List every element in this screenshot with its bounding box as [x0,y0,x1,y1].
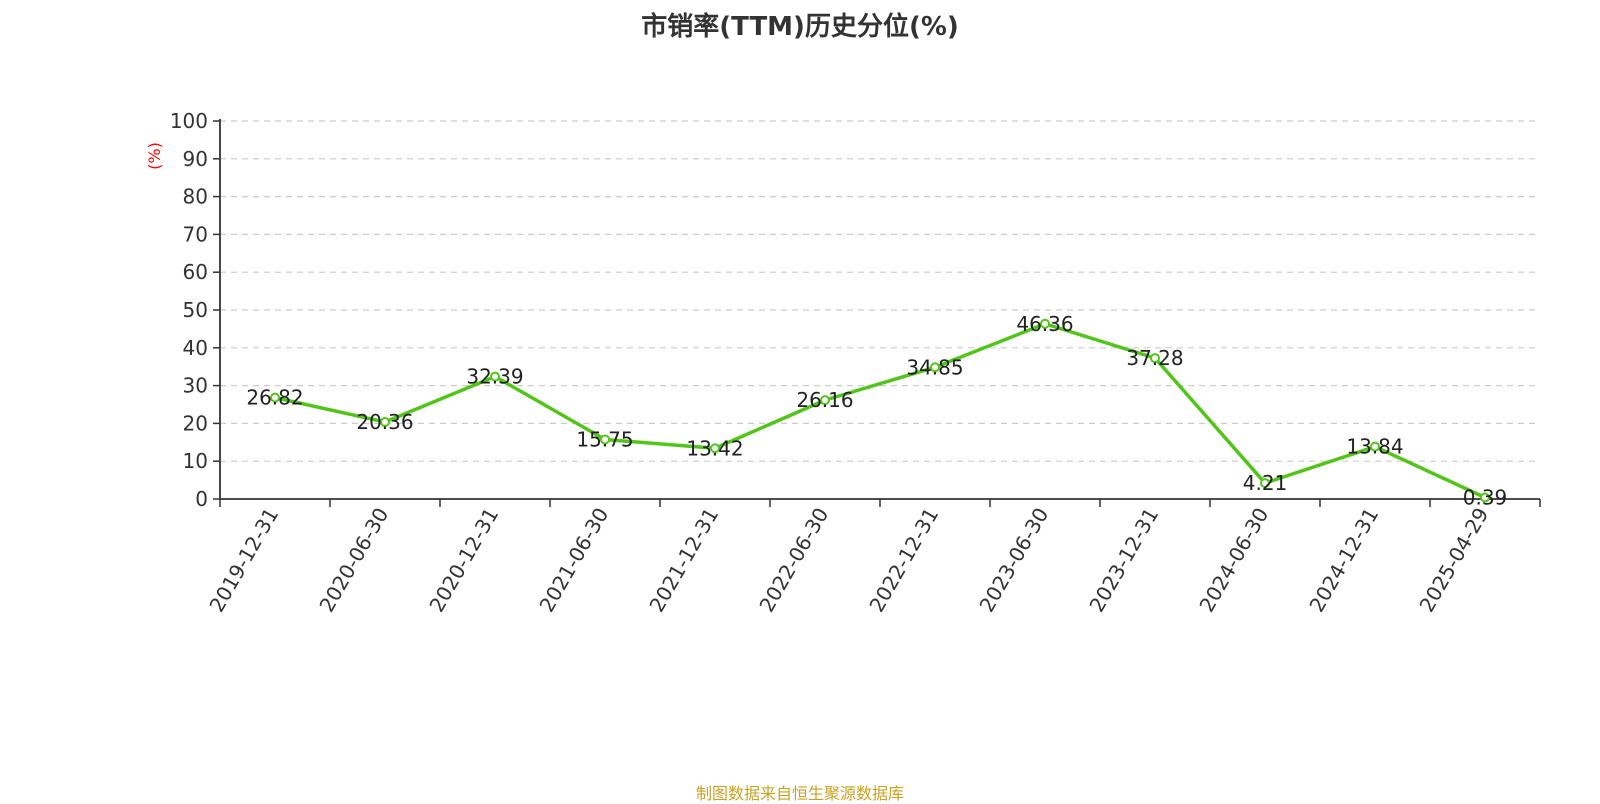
data-point [1480,492,1490,503]
data-point [930,362,940,373]
data-label: 13.84 [1346,435,1403,459]
data-label: 46.36 [1016,312,1073,336]
x-tick-label: 2019-12-31 [204,504,283,617]
y-tick-label: 100 [170,109,208,133]
data-point [820,395,830,406]
data-labels: 26.82 20.36 32.39 15.75 13.42 26.16 34.85 46.36… [246,312,1507,510]
x-tick-label: 2022-12-31 [864,504,943,617]
x-tick-label: 2025-04-29 [1414,504,1493,617]
data-label: 4.21 [1243,471,1288,495]
x-tick-label: 2021-12-31 [644,504,723,617]
data-label: 32.39 [466,365,523,389]
y-axis-label: (%) [145,142,164,170]
data-point [1150,353,1160,364]
data-label: 20.36 [356,410,413,434]
data-label: 26.16 [796,388,853,412]
series-layer [270,318,1490,503]
x-tick-label: 2024-06-30 [1194,504,1273,617]
x-tick-label: 2020-06-30 [314,504,393,617]
data-label: 0.39 [1463,486,1508,510]
data-label: 15.75 [576,427,633,451]
y-tick-label: 50 [183,298,208,322]
y-tick-label: 90 [183,147,208,171]
x-tick-label: 2023-06-30 [974,504,1053,617]
y-tick-label: 70 [183,222,208,246]
data-point [1370,441,1380,452]
x-tick-label: 2021-06-30 [534,504,613,617]
y-tick-label: 60 [183,260,208,284]
data-label: 37.28 [1126,346,1183,370]
data-point [490,371,500,382]
y-tick-label: 80 [183,185,208,209]
axes: 0 10 20 30 40 50 60 70 80 90 100 2019-12-31 2020-06-… [170,109,1541,617]
grid-lines [220,120,1540,462]
y-tick-label: 30 [183,374,208,398]
data-point [710,443,720,454]
data-point [1040,318,1050,329]
data-point [270,392,280,403]
data-label: 13.42 [686,436,743,460]
data-point [1260,478,1270,489]
series-line [274,322,1486,500]
y-tick-label: 20 [183,411,208,435]
data-label: 34.85 [906,355,963,379]
y-tick-label: 40 [183,336,208,360]
source-note: 制图数据来自恒生聚源数据库 [695,784,904,803]
x-tick-label: 2023-12-31 [1084,504,1163,617]
data-point [600,434,610,445]
data-label: 26.82 [246,386,303,410]
y-tick-label: 0 [195,487,208,511]
data-point [380,417,390,428]
y-tick-label: 10 [183,449,208,473]
chart-title: 市销率(TTM)历史分位(%) [641,12,959,42]
x-tick-label: 2024-12-31 [1304,504,1383,617]
x-tick-label: 2022-06-30 [754,504,833,617]
x-tick-label: 2020-12-31 [424,504,503,617]
